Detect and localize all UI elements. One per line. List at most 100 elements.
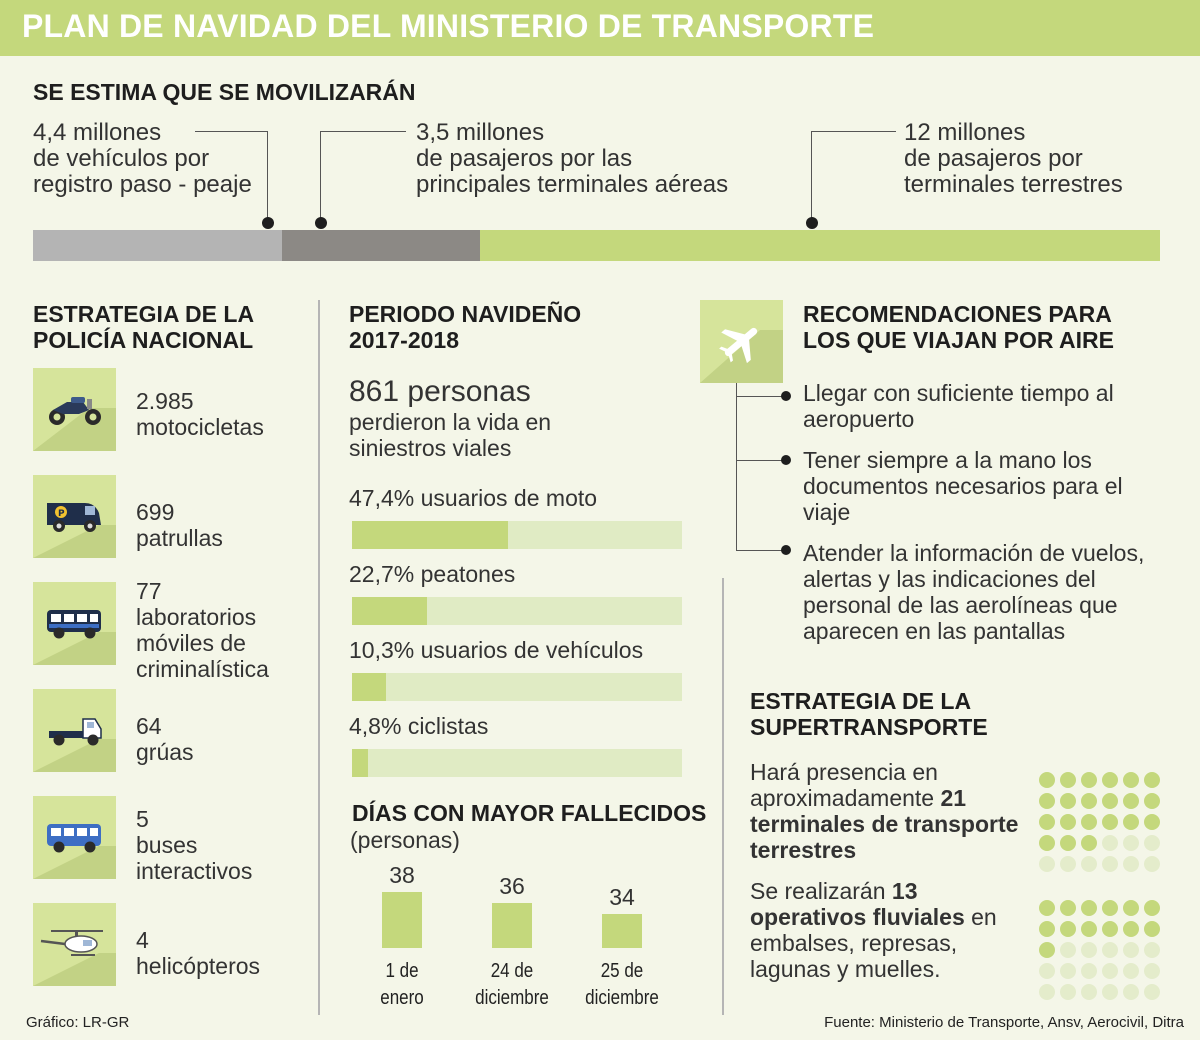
filled-dot xyxy=(1039,814,1055,830)
deaths-description: perdieron la vida en siniestros viales xyxy=(349,409,551,461)
title-banner xyxy=(0,0,1200,56)
mobilize-desc: registro paso - peaje xyxy=(33,171,252,198)
filled-dot xyxy=(1039,793,1055,809)
deaths-desc-line: siniestros viales xyxy=(349,435,512,461)
empty-dot xyxy=(1144,856,1160,872)
divider xyxy=(722,578,724,1015)
empty-dot xyxy=(1060,942,1076,958)
source: Fuente: Ministerio de Transporte, Ansv, … xyxy=(824,1014,1184,1031)
police-item-count: 64 xyxy=(136,713,162,739)
supertransporte-heading-line: ESTRATEGIA DE LA xyxy=(750,688,972,714)
bullet-dot xyxy=(781,545,791,555)
empty-dot xyxy=(1102,856,1118,872)
days-bar-value-label: 34 xyxy=(609,884,635,910)
police-item-label: motocicletas xyxy=(136,414,264,440)
police-item-text: 5 buses interactivos xyxy=(136,806,252,884)
recommendation-line: Atender la información de vuelos, xyxy=(803,540,1145,566)
filled-dot xyxy=(1081,814,1097,830)
recommendations-heading: RECOMENDACIONES PARA LOS QUE VIAJAN POR … xyxy=(803,301,1114,353)
mobilize-desc: principales terminales aéreas xyxy=(416,171,729,198)
leader-dot xyxy=(262,217,274,229)
text-span: operativos fluviales xyxy=(750,904,965,930)
category-line: diciembre xyxy=(475,987,549,1009)
police-item-label: buses xyxy=(136,832,198,858)
tow-truck-icon xyxy=(33,689,116,772)
empty-dot xyxy=(1102,984,1118,1000)
days-bar-value-label: 36 xyxy=(499,873,525,899)
victims-bar-chart: 47,4% usuarios de moto 22,7% peatones 10,3… xyxy=(349,485,689,777)
empty-dot xyxy=(1081,856,1097,872)
days-bar-category-label: 25 de diciembre xyxy=(571,958,673,1012)
police-item-label: criminalística xyxy=(136,656,269,682)
filled-dot xyxy=(1123,772,1139,788)
supertransporte-line: Hará presencia en xyxy=(750,759,938,785)
filled-dot xyxy=(1081,921,1097,937)
filled-dot xyxy=(1123,793,1139,809)
empty-dot xyxy=(1039,856,1055,872)
mobilize-amount: 4,4 millones xyxy=(33,119,162,146)
supertransporte-terminals-text: Hará presencia en aproximadamente 21 ter… xyxy=(750,759,1018,863)
empty-dot xyxy=(1144,942,1160,958)
filled-dot xyxy=(1039,900,1055,916)
text-span: aproximadamente xyxy=(750,785,941,811)
leader-line xyxy=(195,131,268,223)
mobilize-bar-segment xyxy=(33,230,283,261)
supertransporte-line: terminales de transporte xyxy=(750,811,1019,837)
victims-bar-label: 4,8% ciclistas xyxy=(349,713,489,739)
supertransporte-line: Se realizarán 13 xyxy=(750,878,997,904)
days-bar-category-label: 1 de enero xyxy=(351,958,453,1012)
police-item-label: patrullas xyxy=(136,525,223,551)
empty-dot xyxy=(1060,984,1076,1000)
empty-dot xyxy=(1081,984,1097,1000)
svg-text:P: P xyxy=(58,509,65,519)
period-heading-line: PERIODO NAVIDEÑO xyxy=(349,301,582,327)
filled-dot xyxy=(1144,921,1160,937)
filled-dot xyxy=(1123,814,1139,830)
filled-dot xyxy=(1039,921,1055,937)
victims-bar xyxy=(352,597,427,625)
days-bar-value-label: 38 xyxy=(389,862,415,888)
recommendations-connector xyxy=(736,460,786,461)
victims-bar-label: 47,4% usuarios de moto xyxy=(349,485,598,511)
empty-dot xyxy=(1039,963,1055,979)
supertransporte-line: aproximadamente 21 xyxy=(750,785,1018,811)
category-line: 24 de xyxy=(490,960,534,982)
recommendations-connector xyxy=(736,396,786,397)
empty-dot xyxy=(1102,835,1118,851)
police-heading-line: POLICÍA NACIONAL xyxy=(33,327,254,353)
recommendation-line: personal de las aerolíneas que xyxy=(803,592,1118,618)
mobilize-item-air: 3,5 millones de pasajeros por las princi… xyxy=(416,120,728,198)
mobilize-desc: de pasajeros por las xyxy=(416,145,633,172)
supertransporte-line: terrestres xyxy=(750,837,857,863)
filled-dot xyxy=(1144,772,1160,788)
victims-bar xyxy=(352,673,386,701)
days-bar xyxy=(382,892,422,948)
police-heading: ESTRATEGIA DE LA POLICÍA NACIONAL xyxy=(33,301,254,353)
empty-dot xyxy=(1144,963,1160,979)
mobilize-desc: de pasajeros por xyxy=(904,145,1083,172)
bus-icon xyxy=(33,796,116,879)
terminals-count: 21 xyxy=(940,785,967,811)
category-line: diciembre xyxy=(585,987,659,1009)
category-line: enero xyxy=(380,987,424,1009)
victims-bar xyxy=(352,749,368,777)
victims-bar-label: 22,7% peatones xyxy=(349,561,516,587)
filled-dot xyxy=(1102,814,1118,830)
police-item-label: interactivos xyxy=(136,858,253,884)
credit: Gráfico: LR-GR xyxy=(26,1014,130,1031)
mobilize-bar-segment xyxy=(480,230,1160,261)
empty-dot xyxy=(1144,984,1160,1000)
leader-dot xyxy=(806,217,818,229)
patrol-van-icon: P xyxy=(33,475,116,558)
mobilize-stacked-bar xyxy=(33,230,1160,261)
supertransporte-line: operativos fluviales en xyxy=(750,904,997,930)
filled-dot xyxy=(1102,793,1118,809)
empty-dot xyxy=(1060,856,1076,872)
police-item-text: 699 patrullas xyxy=(136,499,223,551)
recommendation-item: Llegar con suficiente tiempo al aeropuer… xyxy=(803,380,1114,432)
mobilize-item-vehicles: 4,4 millones de vehículos por registro p… xyxy=(33,120,252,198)
filled-dot xyxy=(1102,772,1118,788)
empty-dot xyxy=(1060,963,1076,979)
filled-dot xyxy=(1039,942,1055,958)
police-item-label: móviles de xyxy=(136,630,246,656)
